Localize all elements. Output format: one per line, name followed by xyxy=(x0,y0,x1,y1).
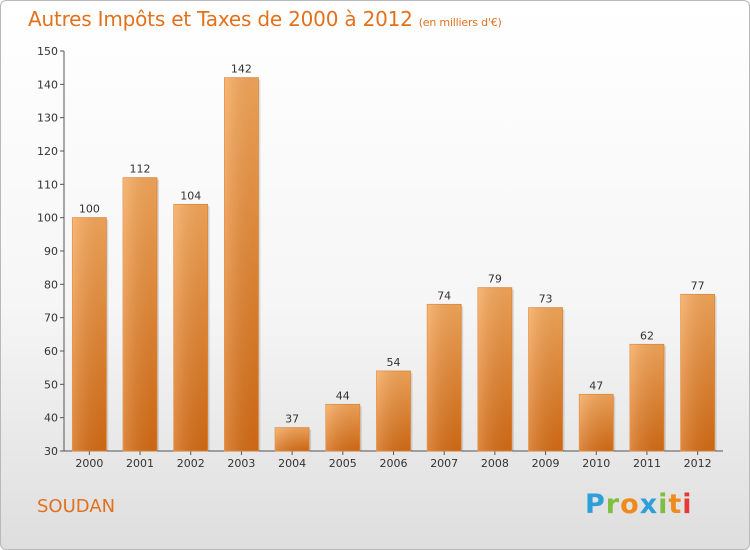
commune-name: SOUDAN xyxy=(37,496,116,517)
data-label: 44 xyxy=(336,389,350,402)
x-tick-label: 2010 xyxy=(582,457,610,470)
y-tick-label: 50 xyxy=(44,378,58,391)
bar-highlight xyxy=(579,394,614,451)
y-tick-label: 80 xyxy=(44,278,58,291)
x-tick-label: 2004 xyxy=(278,457,306,470)
y-tick-label: 150 xyxy=(37,45,58,58)
y-tick-label: 110 xyxy=(37,178,58,191)
chart-title-text: Autres Impôts et Taxes de 2000 à 2012 xyxy=(28,7,413,31)
x-tick-label: 2012 xyxy=(684,457,712,470)
x-tick-label: 2001 xyxy=(126,457,154,470)
bar-highlight xyxy=(123,177,158,451)
x-tick-label: 2007 xyxy=(430,457,458,470)
data-label: 54 xyxy=(387,356,401,369)
data-label: 79 xyxy=(488,273,502,286)
bar-highlight xyxy=(427,304,462,451)
bar-highlight xyxy=(477,287,512,451)
data-label: 77 xyxy=(691,279,705,292)
x-tick-label: 2002 xyxy=(177,457,205,470)
logo-letter: i xyxy=(682,489,693,520)
x-tick-label: 2008 xyxy=(481,457,509,470)
y-tick-label: 70 xyxy=(44,312,58,325)
logo-letter: x xyxy=(639,489,659,520)
x-tick-label: 2003 xyxy=(227,457,255,470)
logo-letter: o xyxy=(620,489,640,520)
x-tick-label: 2006 xyxy=(380,457,408,470)
logo-letter: r xyxy=(605,489,621,520)
data-label: 73 xyxy=(539,293,553,306)
bar-highlight xyxy=(629,344,664,451)
axes: 30 40 50 60 70 80 90 100 110 120 130 140 150 2000 2001… xyxy=(37,45,723,470)
data-label: 37 xyxy=(285,413,299,426)
x-tick-label: 2009 xyxy=(532,457,560,470)
bars xyxy=(71,77,717,452)
y-tick-label: 140 xyxy=(37,78,58,91)
data-label: 74 xyxy=(437,289,451,302)
data-label: 62 xyxy=(640,329,654,342)
proxiti-logo: Proxiti xyxy=(585,489,693,520)
bar-highlight xyxy=(173,204,208,451)
data-label: 142 xyxy=(231,63,252,76)
y-tick-label: 100 xyxy=(37,212,58,225)
y-tick-label: 130 xyxy=(37,112,58,125)
bar-highlight xyxy=(325,404,360,451)
data-labels: 100 112 104 142 37 44 54 74 79 73 47 62 77 xyxy=(79,63,705,426)
bar-highlight xyxy=(528,307,563,451)
bar-highlight xyxy=(72,217,107,451)
chart-title: Autres Impôts et Taxes de 2000 à 2012 (en… xyxy=(28,7,502,31)
y-tick-label: 120 xyxy=(37,145,58,158)
y-tick-label: 30 xyxy=(44,445,58,458)
bar-highlight xyxy=(680,294,715,451)
bar-highlight xyxy=(376,371,411,451)
data-label: 112 xyxy=(130,163,151,176)
logo-letter: t xyxy=(668,489,683,520)
x-tick-label: 2011 xyxy=(633,457,661,470)
logo-letter: P xyxy=(585,489,606,520)
bar-highlight xyxy=(224,77,259,452)
data-label: 47 xyxy=(589,379,603,392)
x-tick-label: 2005 xyxy=(329,457,357,470)
data-label: 100 xyxy=(79,203,100,216)
y-tick-label: 40 xyxy=(44,412,58,425)
logo-letter: i xyxy=(658,489,669,520)
bar-highlight xyxy=(275,427,310,451)
x-tick-label: 2000 xyxy=(75,457,103,470)
y-tick-label: 60 xyxy=(44,345,58,358)
data-label: 104 xyxy=(180,189,201,202)
chart-subtitle: (en milliers d'€) xyxy=(418,16,502,29)
y-tick-label: 90 xyxy=(44,245,58,258)
